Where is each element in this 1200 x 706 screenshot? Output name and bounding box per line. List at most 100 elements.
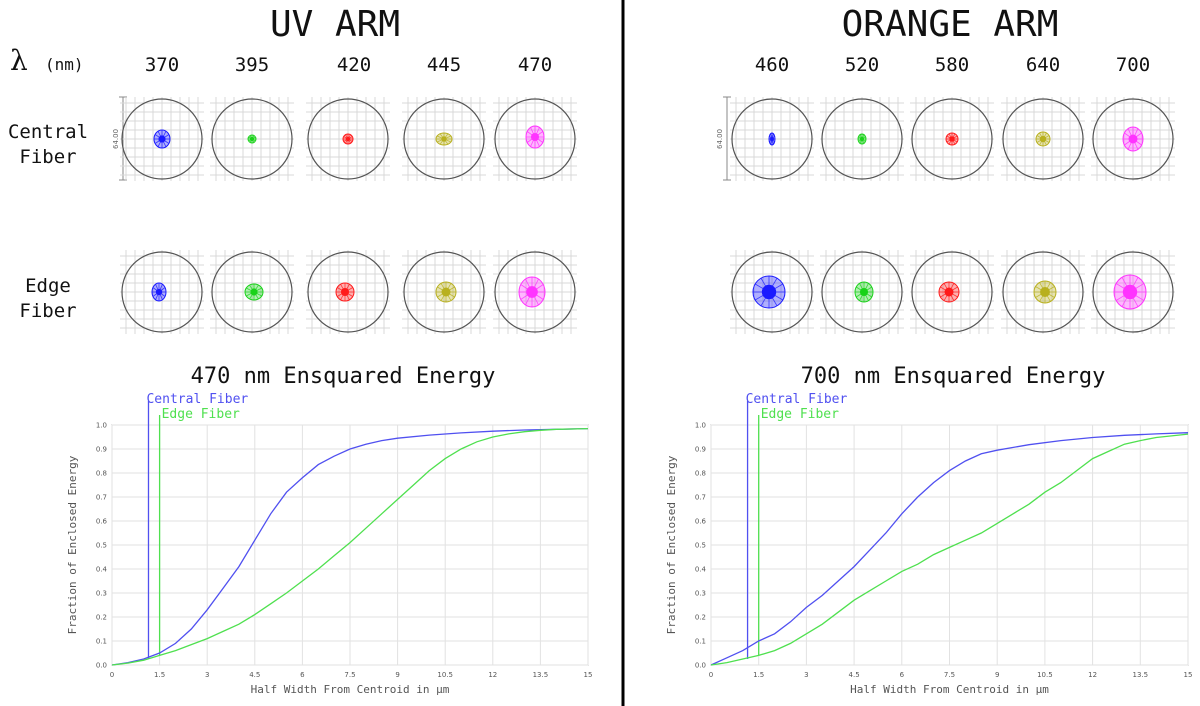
edge-spot-diagram (730, 250, 814, 334)
y-tick-label: 0.7 (96, 494, 107, 502)
legend-label: Central Fiber (746, 392, 848, 407)
airy-circle (403, 251, 485, 333)
y-tick-label: 0.8 (96, 470, 107, 478)
wavelength-label: 470 (518, 54, 552, 76)
uv-scale-label: 64.00 (112, 129, 120, 149)
x-axis-label: Half Width From Centroid in µm (850, 683, 1049, 696)
edge-spot-diagram (1091, 250, 1175, 334)
y-tick-label: 1.0 (695, 422, 706, 430)
x-tick-label: 3 (205, 671, 209, 679)
y-tick-label: 0.8 (695, 470, 706, 478)
y-tick-label: 0.5 (96, 542, 107, 550)
airy-circle (121, 98, 203, 180)
orange-arm-title: ORANGE ARM (842, 4, 1059, 45)
spot-blob (857, 133, 867, 145)
edge-spot-diagram (910, 250, 994, 334)
legend-label: Central Fiber (146, 392, 248, 407)
x-tick-label: 0 (709, 671, 713, 679)
central-spot-diagram (730, 97, 814, 181)
orange-scale-label: 64.00 (716, 129, 724, 149)
x-axis-label: Half Width From Centroid in µm (251, 683, 450, 696)
spot-blob (342, 133, 354, 145)
x-tick-label: 9 (995, 671, 999, 679)
airy-circle (911, 98, 993, 180)
x-tick-label: 15 (584, 671, 593, 679)
spot-blob (153, 129, 171, 149)
orange-wavelengths: 460 520 580 640 700 (755, 54, 1150, 76)
lambda-symbol: λ (10, 44, 28, 77)
x-tick-label: 6 (900, 671, 905, 679)
wavelength-label: 700 (1116, 54, 1150, 76)
central-spot-diagram (910, 97, 994, 181)
uv-ee-chart: 0 1.5 3 4.5 6 7.5 9 10.5 12 13.5 15 0.0 0.1 0.2 0.3 0.4… (66, 392, 592, 696)
spot-blob (335, 282, 355, 302)
x-tick-label: 7.5 (944, 671, 955, 679)
orange-ee-title: 700 nm Ensquared Energy (801, 364, 1106, 389)
series-line-edge-fiber (111, 427, 589, 666)
airy-circle (307, 98, 389, 180)
airy-circle (911, 251, 993, 333)
orange-ee-chart: 0 1.5 3 4.5 6 7.5 9 10.5 12 13.5 15 0.0 0.1 0.2 0.3 0.4… (665, 392, 1192, 696)
spot-blob (525, 125, 545, 149)
y-tick-label: 0.4 (695, 566, 707, 574)
central-spot-diagram (1091, 97, 1175, 181)
series-line-central-fiber (111, 427, 589, 666)
wavelength-label: 580 (935, 54, 969, 76)
wavelength-label: 420 (337, 54, 371, 76)
spot-blob (945, 132, 959, 146)
lambda-unit: (nm) (45, 55, 84, 74)
airy-circle (121, 251, 203, 333)
y-tick-label: 0.1 (695, 638, 706, 646)
y-tick-label: 0.3 (96, 590, 107, 598)
y-tick-label: 0.2 (695, 614, 706, 622)
central-spot-diagram (120, 97, 204, 181)
central-spot-diagram (493, 97, 577, 181)
series-line-central-fiber (710, 432, 1189, 666)
spot-blob (435, 132, 453, 146)
airy-circle (821, 251, 903, 333)
airy-circle (731, 98, 813, 180)
airy-circle (307, 251, 389, 333)
airy-circle (403, 98, 485, 180)
wavelength-label: 445 (427, 54, 461, 76)
central-spot-diagram (306, 97, 390, 181)
airy-circle (494, 251, 576, 333)
x-tick-label: 1.5 (154, 671, 165, 679)
uv-ee-title: 470 nm Ensquared Energy (191, 364, 496, 389)
spot-blob (518, 276, 546, 308)
edge-spot-diagram (820, 250, 904, 334)
airy-circle (211, 98, 293, 180)
x-tick-label: 15 (1184, 671, 1193, 679)
spot-blob (854, 281, 874, 303)
airy-circle (1002, 251, 1084, 333)
airy-circle (1092, 251, 1174, 333)
spot-blob (435, 281, 457, 303)
spot-blob (1122, 126, 1144, 152)
orange-scale-bracket (723, 96, 731, 181)
y-tick-label: 0.1 (96, 638, 107, 646)
edge-fiber-label-line2: Fiber (19, 300, 76, 322)
y-axis-label: Fraction of Enclosed Energy (66, 455, 79, 634)
edge-spot-diagram (120, 250, 204, 334)
uv-arm-title: UV ARM (270, 4, 400, 45)
x-tick-label: 10.5 (437, 671, 453, 679)
y-tick-label: 0.0 (96, 662, 107, 670)
airy-circle (211, 251, 293, 333)
x-tick-label: 6 (300, 671, 305, 679)
uv-wavelengths: 370 395 420 445 470 (145, 54, 552, 76)
spot-blob (244, 283, 264, 301)
wavelength-label: 640 (1026, 54, 1060, 76)
spot-blob (768, 132, 776, 146)
x-tick-label: 12 (1088, 671, 1097, 679)
central-spot-diagram (1001, 97, 1085, 181)
wavelength-label: 460 (755, 54, 789, 76)
spot-blob (1033, 280, 1057, 304)
legend-label: Edge Fiber (162, 407, 240, 422)
central-spot-diagram (820, 97, 904, 181)
edge-spot-diagram (210, 250, 294, 334)
y-tick-label: 0.6 (695, 518, 707, 526)
x-tick-label: 12 (488, 671, 497, 679)
y-tick-label: 0.6 (96, 518, 108, 526)
spot-blob (247, 134, 257, 144)
